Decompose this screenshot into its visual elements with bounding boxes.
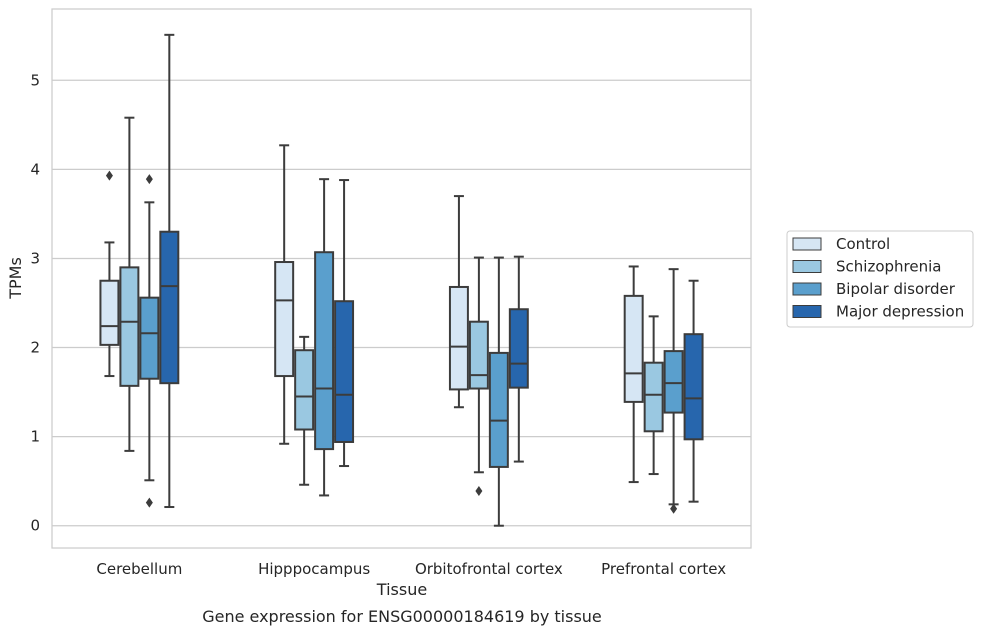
box-group	[448, 195, 469, 409]
x-tick-labels: Cerebellum Hipppocampus Orbitofrontal cort…	[96, 560, 726, 578]
legend-label: Schizophrenia	[836, 258, 941, 276]
outlier-marker	[145, 174, 153, 185]
chart-caption: Gene expression for ENSG00000184619 by t…	[202, 607, 602, 626]
legend-swatch	[792, 305, 822, 318]
box-group	[314, 178, 335, 497]
y-tick-label: 2	[30, 339, 40, 357]
box-group	[623, 265, 644, 484]
box-group	[274, 144, 295, 445]
legend-items: Control Schizophrenia Bipolar disorder Majo…	[792, 235, 964, 321]
y-tick-label: 0	[30, 517, 40, 535]
y-tick-label: 3	[30, 249, 40, 267]
x-tick-label: Orbitofrontal cortex	[415, 560, 563, 578]
x-axis-label: Tissue	[376, 580, 427, 599]
y-tick-label: 4	[30, 160, 40, 178]
legend-swatch	[792, 260, 822, 273]
legend-swatch	[792, 237, 822, 251]
plot-frame	[51, 8, 752, 549]
box-group	[99, 170, 120, 378]
box	[448, 285, 469, 391]
box-group	[159, 33, 180, 509]
box-group	[139, 174, 160, 508]
box	[294, 349, 315, 431]
y-tick-label: 1	[30, 428, 40, 446]
box-group	[334, 179, 355, 468]
box	[119, 266, 140, 387]
box-series	[99, 33, 704, 527]
y-tick-labels: 0 1 2 3 4 5	[30, 71, 40, 534]
box	[334, 300, 355, 443]
box	[139, 296, 160, 380]
box	[683, 333, 704, 441]
legend-frame	[786, 230, 974, 328]
box	[623, 294, 644, 403]
box	[488, 351, 509, 468]
x-tick-label: Prefrontal cortex	[601, 560, 726, 578]
box	[508, 308, 529, 389]
box	[159, 230, 180, 385]
box	[468, 320, 489, 390]
x-tick-label: Hipppocampus	[258, 560, 370, 578]
box-group	[663, 268, 684, 514]
y-axis-label: TPMs	[6, 257, 25, 300]
box	[663, 350, 684, 414]
x-tick-label: Cerebellum	[96, 560, 182, 578]
outlier-marker	[475, 485, 483, 496]
box-group	[643, 315, 664, 476]
box-group	[683, 279, 704, 503]
outlier-marker	[145, 497, 153, 508]
box	[643, 361, 664, 433]
box-group	[488, 256, 509, 527]
box	[99, 279, 120, 346]
y-tick-label: 5	[30, 71, 40, 89]
box-group	[119, 116, 140, 452]
box	[274, 261, 295, 378]
legend-swatch	[792, 282, 822, 296]
legend-label: Control	[836, 235, 890, 253]
box	[314, 251, 335, 451]
outlier-marker	[105, 170, 113, 181]
legend: Control Schizophrenia Bipolar disorder Majo…	[786, 230, 974, 328]
legend-label: Bipolar disorder	[836, 280, 956, 298]
box-group	[294, 335, 315, 486]
box-group	[468, 256, 489, 496]
legend-label: Major depression	[836, 303, 964, 321]
box-group	[508, 255, 529, 463]
outlier-marker	[670, 503, 678, 514]
